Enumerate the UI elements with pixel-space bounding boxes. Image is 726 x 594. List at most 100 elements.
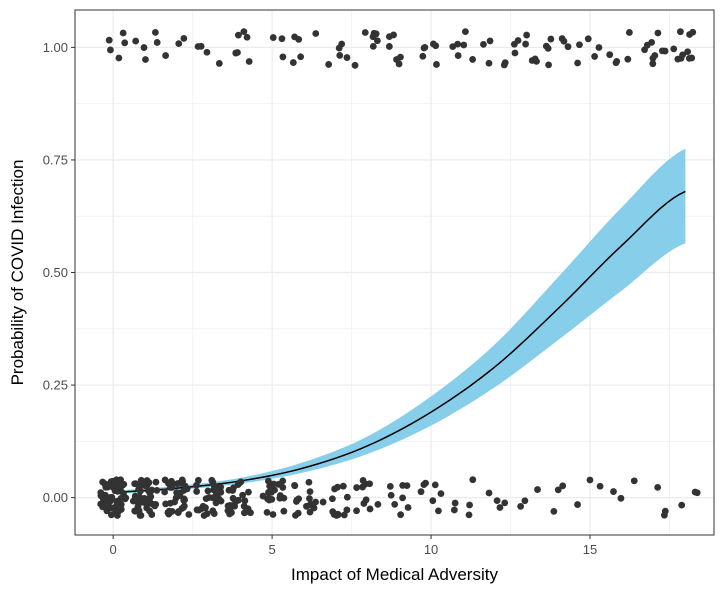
data-point <box>244 505 252 513</box>
data-point <box>265 496 273 504</box>
data-point <box>340 511 348 519</box>
y-tick-label: 1.00 <box>43 40 68 55</box>
data-point <box>586 476 594 484</box>
data-point <box>460 41 468 49</box>
data-point <box>209 494 217 502</box>
data-point <box>146 489 154 497</box>
data-point <box>547 35 555 43</box>
data-point <box>269 34 277 41</box>
data-point <box>433 61 440 68</box>
data-point <box>521 497 529 505</box>
data-point <box>140 44 148 51</box>
data-point <box>531 55 539 63</box>
data-point <box>339 482 347 490</box>
data-point <box>306 495 313 502</box>
data-point <box>362 496 370 504</box>
data-point <box>353 484 361 491</box>
data-point <box>461 28 469 36</box>
data-point <box>306 508 314 516</box>
data-point <box>151 502 159 510</box>
data-point <box>161 476 169 484</box>
data-point <box>661 507 669 515</box>
data-point <box>651 52 659 59</box>
data-point <box>97 500 105 508</box>
data-point <box>559 482 567 490</box>
data-point <box>617 494 625 502</box>
data-point <box>215 496 223 504</box>
data-point <box>129 497 137 505</box>
data-point <box>225 504 233 511</box>
data-point <box>234 496 242 504</box>
x-tick-label: 10 <box>424 542 438 557</box>
data-point <box>466 501 473 509</box>
data-point <box>328 495 336 503</box>
data-point <box>429 497 437 505</box>
data-point <box>564 43 572 51</box>
data-point <box>544 44 552 52</box>
y-tick-label: 0.00 <box>43 490 68 505</box>
data-point <box>117 476 125 484</box>
data-point <box>175 492 183 500</box>
data-point <box>153 487 161 494</box>
data-point <box>101 491 109 499</box>
data-point <box>676 28 684 36</box>
data-point <box>343 54 351 61</box>
data-point <box>654 483 662 491</box>
data-point <box>278 35 286 43</box>
data-point <box>435 507 442 515</box>
data-point <box>289 59 297 66</box>
data-point <box>297 53 305 61</box>
data-point <box>374 500 382 508</box>
data-point <box>465 511 473 519</box>
data-point <box>399 494 407 502</box>
data-point <box>385 43 393 50</box>
data-point <box>606 51 614 59</box>
data-point <box>142 56 149 63</box>
data-point <box>421 43 429 51</box>
data-point <box>303 502 310 510</box>
data-point <box>245 58 253 65</box>
data-point <box>393 56 400 63</box>
data-point <box>454 52 462 59</box>
data-point <box>168 508 176 515</box>
data-point <box>334 483 341 491</box>
data-point <box>685 54 693 62</box>
data-point <box>359 483 366 491</box>
data-point <box>643 41 651 49</box>
data-point <box>180 35 188 42</box>
data-point <box>306 488 314 496</box>
data-point <box>353 507 360 515</box>
data-point <box>369 42 377 50</box>
data-point <box>399 482 407 489</box>
data-point <box>511 49 519 57</box>
data-point <box>670 45 678 53</box>
x-axis-title: Impact of Medical Adversity <box>291 565 498 584</box>
data-point <box>176 479 184 487</box>
data-point <box>131 480 139 488</box>
data-point <box>240 28 248 36</box>
data-point <box>485 59 493 67</box>
data-point <box>197 42 205 50</box>
data-point <box>181 482 189 490</box>
data-point <box>510 40 518 48</box>
data-point <box>351 61 359 69</box>
data-point <box>212 484 220 492</box>
data-point <box>693 489 701 497</box>
data-point <box>103 483 110 491</box>
data-point <box>469 476 477 484</box>
data-point <box>678 501 686 509</box>
data-point <box>431 481 439 489</box>
data-point <box>161 488 169 496</box>
data-point <box>449 43 457 51</box>
data-point <box>469 56 477 63</box>
data-point <box>486 37 494 45</box>
data-point <box>271 486 278 494</box>
data-point <box>148 511 156 518</box>
data-point <box>115 54 123 62</box>
data-point <box>630 477 638 485</box>
data-point <box>335 44 343 52</box>
data-point <box>451 499 459 507</box>
data-point <box>185 511 193 518</box>
data-point <box>203 48 211 56</box>
data-point <box>99 478 107 486</box>
